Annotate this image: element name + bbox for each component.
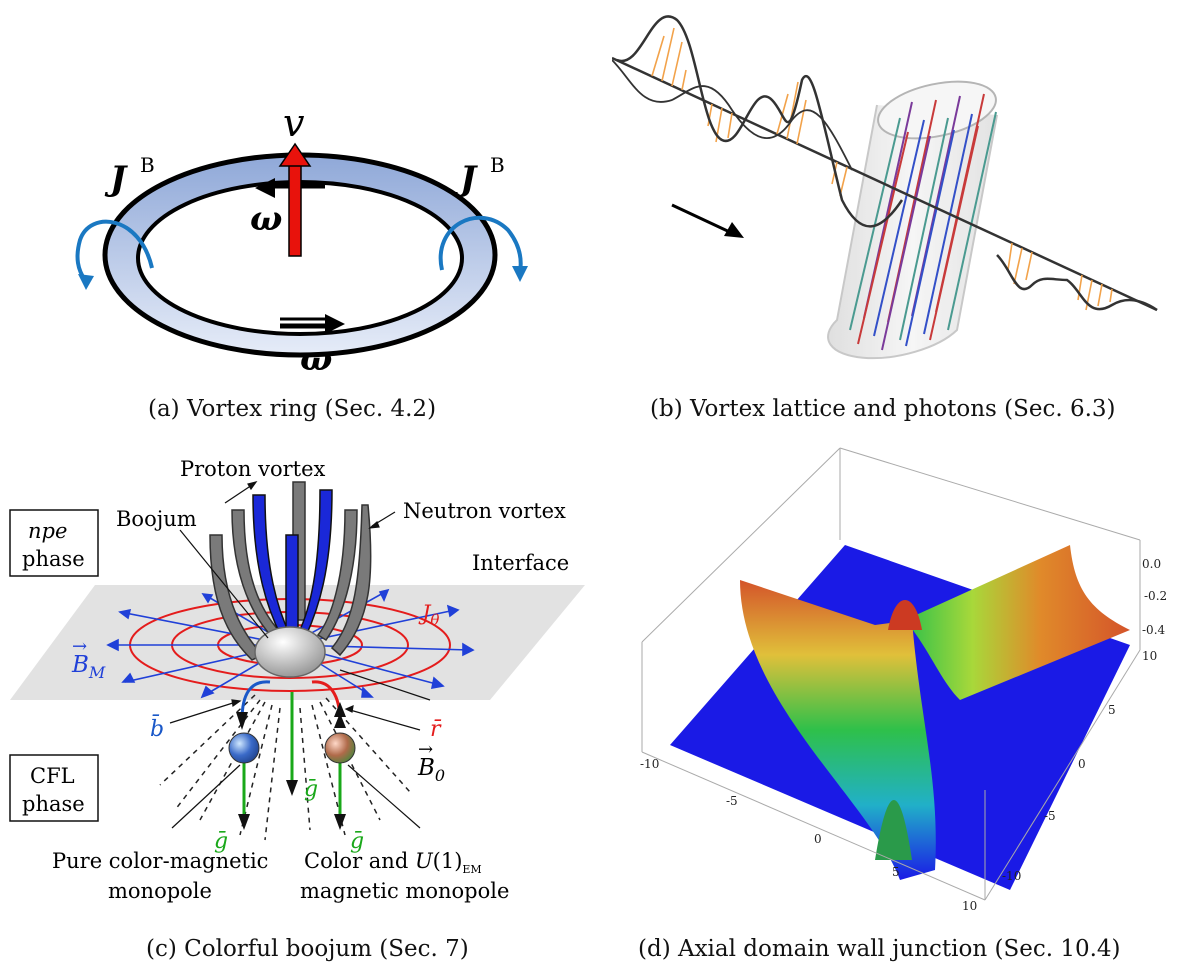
g-bar-center-label: ḡ [304,777,318,802]
boojum-label: Boojum [116,507,197,531]
svg-text:-0.4: -0.4 [1142,623,1166,637]
domain-wall-junction-plot: 0.0 -0.2 -0.4 -10 -5 0 5 10 10 5 0 -5 -1… [640,447,1167,913]
b-m-label: BM [71,652,106,682]
npe-phase-label: phase [22,547,85,571]
jb-right-label: J [454,159,478,199]
j-theta-label: Jθ [418,601,439,629]
npe-phase-box [9,509,99,577]
svg-text:5: 5 [1108,703,1116,717]
vortex-ring-diagram: v ω ω J B J B [75,101,528,379]
color-em-magnetic-monopole [324,732,356,764]
wall-right [905,545,1130,700]
caption-b: (b) Vortex lattice and photons (Sec. 6.3… [650,396,1116,422]
g-bar-right-label: ḡ [350,829,364,854]
svg-text:-5: -5 [1044,809,1056,823]
caption-c: (c) Colorful boojum (Sec. 7) [146,936,469,962]
cfl-phase-label: phase [22,792,85,816]
jb-left-label: J [104,159,128,199]
svg-text:0: 0 [814,832,822,846]
boojum-dome [254,626,326,678]
cfl-phase-box [9,754,99,822]
g-bar-left-label: ḡ [214,829,228,854]
svg-text:→: → [418,739,433,760]
x-axis-ticks: -10 -5 0 5 10 [640,757,977,913]
svg-text:10: 10 [1142,649,1157,663]
r-bar-label: r̄ [430,717,442,742]
svg-text:-10: -10 [640,757,659,771]
direction-arrow [671,203,744,238]
omega-top-label: ω [250,199,282,239]
svg-text:→: → [72,636,87,657]
wall-peak [888,600,922,630]
svg-text:-0.2: -0.2 [1144,589,1167,603]
omega-bottom-label: ω [300,339,332,379]
vortex-lines [849,93,997,351]
pure-monopole-label-1: Pure color-magnetic [52,849,268,873]
plot-box-front [641,540,1141,901]
jb-left-circulation-arrow [75,219,154,282]
color-monopole-label-2: magnetic monopole [300,879,509,903]
plot-box-back [641,447,1141,643]
vortex-lattice-diagram [612,15,1158,360]
b-bar-label: b̄ [150,714,164,742]
photon-wave-curve-2 [612,59,853,171]
proton-vortex-label: Proton vortex [180,457,326,481]
jb-right-sup: B [490,153,505,177]
jb-left-sup: B [140,153,155,177]
omega-bottom-arrow [280,314,345,334]
svg-text:0.0: 0.0 [1142,557,1161,571]
caption-a: (a) Vortex ring (Sec. 4.2) [148,396,437,422]
z-axis-ticks: 0.0 -0.2 -0.4 [1142,557,1167,637]
interface-label: Interface [472,551,569,575]
pure-monopole-label-2: monopole [108,879,212,903]
cfl-label: CFL [30,764,75,788]
photon-wave-hatching [651,27,1113,311]
caption-d: (d) Axial domain wall junction (Sec. 10.… [638,936,1121,962]
svg-text:10: 10 [962,899,977,913]
photon-wave-curve [616,15,1158,312]
svg-text:-5: -5 [726,794,738,808]
jb-right-circulation-arrow [438,215,523,273]
pure-color-magnetic-monopole [228,732,260,764]
npe-label: npe [28,519,67,543]
wall-vertical [740,580,936,880]
wall-front-spike [875,800,912,860]
colorful-boojum-diagram: Proton vortex Neutron vortex Boojum Inte… [9,457,585,903]
velocity-arrow [278,142,312,257]
pointer-lines [169,481,431,829]
velocity-label: v [283,101,305,145]
svg-text:5: 5 [892,865,900,879]
y-axis-ticks: 10 5 0 -5 -10 [1002,649,1157,883]
neutron-vortex-label: Neutron vortex [403,499,566,523]
svg-text:-10: -10 [1002,869,1021,883]
b0-label: B0 [417,755,445,785]
color-monopole-label-1: Color and U(1)EM [304,849,482,876]
svg-text:0: 0 [1078,757,1086,771]
